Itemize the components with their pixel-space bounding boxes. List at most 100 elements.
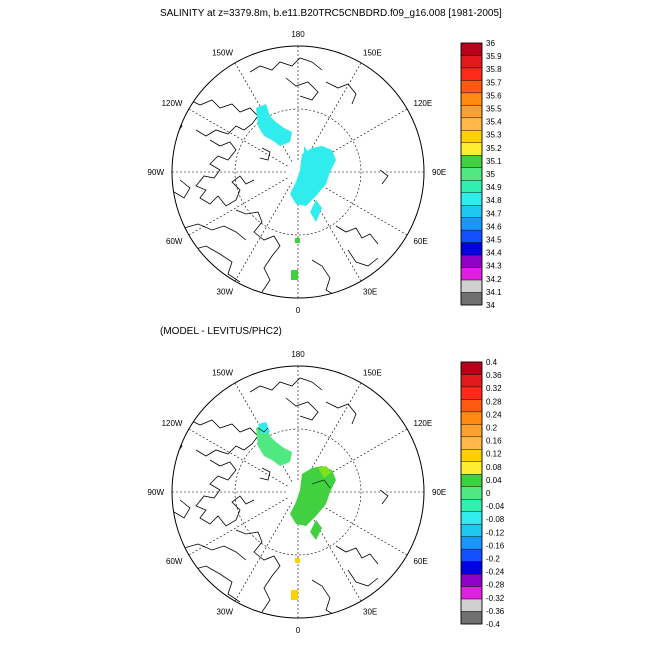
- longitude-label: 120E: [414, 419, 433, 428]
- colorbar-tick-label: 34.3: [486, 262, 502, 271]
- colorbar-tick-label: -0.08: [486, 515, 505, 524]
- meridian-line: [308, 428, 408, 487]
- colorbar-swatch: [460, 399, 483, 413]
- colorbar-tick-label: -0.16: [486, 541, 505, 550]
- colorbar-tick-label: 35.8: [486, 65, 502, 74]
- meridian-line: [234, 502, 293, 602]
- graticule-bottom: [172, 366, 424, 618]
- colorbar-tick-label: 35.7: [486, 78, 502, 87]
- longitude-label: 90E: [432, 488, 446, 497]
- colorbar-tick-label: -0.24: [486, 568, 505, 577]
- colorbar-swatch: [460, 511, 483, 525]
- colorbar-swatch: [460, 474, 483, 487]
- colorbar-frame: [460, 42, 483, 306]
- colorbar-swatch: [460, 486, 483, 500]
- colorbar-swatch: [460, 586, 483, 600]
- longitude-labels-top: 180 150E 120E 90E 60E 30E 0 30W 60W 90W 120W 150W: [148, 30, 447, 315]
- colorbar-swatch: [460, 217, 483, 231]
- difference-map: 180 150E 120E 90E 60E 30E 0 30W 60W 90W 120W 150W: [148, 350, 447, 635]
- salinity-map: 180 150E 120E 90E 60E 30E 0 30W 60W 90W 120W 150W: [148, 30, 447, 315]
- colorbar-swatch: [460, 548, 483, 562]
- colorbar-swatch: [460, 523, 483, 537]
- longitude-label: 150E: [363, 368, 382, 377]
- colorbar-tick-label: 35.3: [486, 131, 502, 140]
- longitude-label: 90E: [432, 168, 446, 177]
- colorbar-swatch: [460, 42, 483, 56]
- meridian-line: [303, 182, 362, 282]
- meridian-line: [188, 108, 288, 167]
- colorbar-tick-label: -0.04: [486, 502, 505, 511]
- colorbar-tick-label: 34.4: [486, 249, 502, 258]
- longitude-labels-bottom: 180 150E 120E 90E 60E 30E 0 30W 60W 90W 120W 150W: [148, 350, 447, 635]
- longitude-label: 60E: [414, 237, 428, 246]
- colorbar-swatch: [460, 374, 483, 388]
- colorbar-swatch: [460, 611, 483, 625]
- colorbar-swatch: [460, 361, 483, 375]
- meridian-line: [234, 182, 293, 282]
- colorbar-tick-label: 35.1: [486, 157, 502, 166]
- colorbar-swatch: [460, 180, 483, 193]
- colorbar-swatch: [460, 67, 483, 81]
- salinity-field-top: [256, 104, 336, 280]
- colorbar-swatch: [460, 229, 483, 243]
- longitude-label: 90W: [148, 168, 165, 177]
- colorbar-swatch: [460, 55, 483, 69]
- longitude-label: 60W: [166, 557, 183, 566]
- colorbar-tick-label: 0: [486, 489, 491, 498]
- colorbar-swatch: [460, 192, 483, 206]
- colorbar-swatch: [460, 424, 483, 438]
- colorbar-tick-label: 34.2: [486, 275, 502, 284]
- colorbar-tick-label: 34.5: [486, 236, 502, 245]
- colorbar-tick-label: 34.1: [486, 288, 502, 297]
- colorbar-tick-label: 0.04: [486, 476, 502, 485]
- colorbar-tick-label: 0.16: [486, 437, 502, 446]
- colorbar-swatch: [460, 204, 483, 218]
- graticule-top: [172, 46, 424, 298]
- colorbar-tick-label: -0.32: [486, 594, 505, 603]
- colorbar-tick-label: -0.28: [486, 581, 505, 590]
- latitude-circle: [234, 108, 362, 236]
- colorbar-swatch: [460, 561, 483, 575]
- longitude-label: 120W: [162, 419, 183, 428]
- longitude-label: 150E: [363, 48, 382, 57]
- longitude-label: 150W: [212, 48, 233, 57]
- colorbar-difference: 0.4 0.36 0.32 0.28 0.24 0.2 0.16 0.12 0.08 0.04 0 -…: [460, 358, 505, 629]
- colorbar-tick-label: 34.7: [486, 209, 502, 218]
- meridian-line: [188, 497, 288, 556]
- meridian-line: [188, 428, 288, 487]
- colorbar-tick-label: -0.4: [486, 620, 500, 629]
- longitude-label: 0: [296, 626, 301, 635]
- colorbar-swatch: [460, 461, 483, 475]
- colorbar-tick-label: -0.12: [486, 528, 505, 537]
- colorbar-tick-label: 36: [486, 39, 495, 48]
- colorbar-swatch: [460, 155, 483, 168]
- colorbar-swatch: [460, 292, 483, 306]
- colorbar-frame: [460, 361, 483, 625]
- colorbar-salinity: 36 35.9 35.8 35.7 35.6 35.5 35.4 35.3 35.2 35.1 35…: [460, 39, 502, 310]
- longitude-label: 30E: [363, 288, 377, 297]
- colorbar-swatch: [460, 449, 483, 463]
- colorbar-tick-label: 34.8: [486, 196, 502, 205]
- colorbar-tick-label: 34: [486, 301, 495, 310]
- colorbar-tick-label: 35.4: [486, 118, 502, 127]
- meridian-line: [303, 502, 362, 602]
- meridian-line: [188, 177, 288, 236]
- longitude-label: 60E: [414, 557, 428, 566]
- longitude-label: 0: [296, 306, 301, 315]
- colorbar-swatch: [460, 267, 483, 281]
- longitude-label: 30E: [363, 608, 377, 617]
- longitude-label: 180: [291, 30, 305, 39]
- colorbar-swatch: [460, 117, 483, 131]
- colorbar-swatch: [460, 167, 483, 181]
- colorbar-swatch: [460, 242, 483, 256]
- difference-field-bottom: [256, 422, 336, 600]
- colorbar-tick-label: -0.36: [486, 607, 505, 616]
- colorbar-swatch: [460, 279, 483, 293]
- meridian-line: [303, 382, 362, 482]
- meridian-line: [308, 108, 408, 167]
- colorbar-tick-label: 0.08: [486, 463, 502, 472]
- latitude-circle: [234, 428, 362, 556]
- colorbar-tick-label: 35.5: [486, 105, 502, 114]
- colorbar-tick-label: 0.32: [486, 384, 502, 393]
